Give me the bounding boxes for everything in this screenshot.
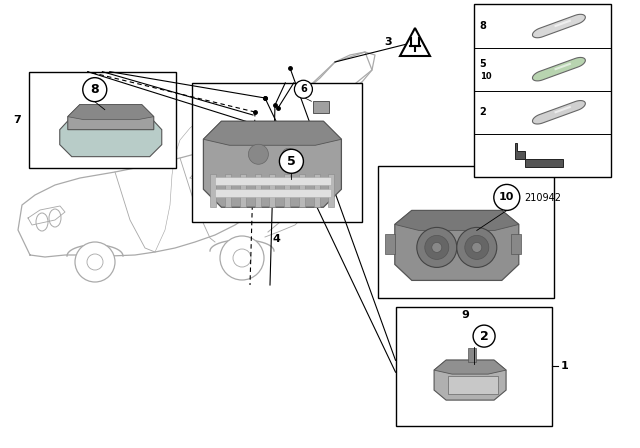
Polygon shape	[532, 14, 586, 38]
Bar	[29, 72, 176, 168]
Polygon shape	[400, 28, 430, 56]
Bar	[192, 83, 362, 222]
Polygon shape	[299, 174, 305, 207]
Text: 2: 2	[480, 330, 488, 343]
Circle shape	[83, 78, 107, 102]
Bar	[385, 234, 395, 254]
Circle shape	[280, 149, 303, 173]
Circle shape	[220, 236, 264, 280]
Polygon shape	[328, 174, 335, 207]
Polygon shape	[225, 174, 231, 207]
Ellipse shape	[36, 213, 48, 231]
Bar	[314, 101, 330, 113]
Text: 8: 8	[90, 83, 99, 96]
Text: 8: 8	[479, 21, 486, 31]
Polygon shape	[60, 116, 162, 157]
Polygon shape	[434, 360, 506, 374]
Bar	[396, 307, 552, 426]
Circle shape	[248, 144, 268, 164]
Text: 210942: 210942	[524, 193, 561, 203]
Ellipse shape	[49, 209, 61, 227]
Circle shape	[432, 242, 442, 252]
Text: 5: 5	[479, 59, 486, 69]
Bar	[448, 376, 498, 394]
Polygon shape	[434, 360, 506, 400]
Polygon shape	[68, 105, 154, 120]
Text: 3: 3	[385, 37, 392, 47]
Circle shape	[473, 325, 495, 347]
Polygon shape	[395, 211, 519, 230]
Text: 2: 2	[479, 107, 486, 117]
Circle shape	[425, 235, 449, 259]
Polygon shape	[240, 174, 246, 207]
Text: 10: 10	[499, 192, 515, 202]
Polygon shape	[314, 174, 319, 207]
Polygon shape	[532, 100, 586, 124]
Polygon shape	[269, 174, 275, 207]
Circle shape	[465, 235, 489, 259]
Circle shape	[417, 228, 457, 267]
Text: 6: 6	[300, 84, 307, 94]
Text: 10: 10	[479, 72, 492, 81]
Circle shape	[87, 254, 103, 270]
Text: 7: 7	[13, 115, 20, 125]
Polygon shape	[211, 174, 216, 207]
Polygon shape	[255, 174, 260, 207]
Text: 5: 5	[287, 155, 296, 168]
Polygon shape	[204, 121, 341, 145]
Circle shape	[457, 228, 497, 267]
Circle shape	[282, 148, 294, 160]
Bar	[474, 4, 611, 177]
Circle shape	[494, 185, 520, 211]
Bar	[216, 177, 332, 185]
Circle shape	[472, 242, 482, 252]
Polygon shape	[284, 174, 290, 207]
Bar	[216, 189, 332, 197]
Circle shape	[233, 249, 251, 267]
Bar	[468, 348, 476, 362]
Text: 4: 4	[273, 234, 281, 244]
Bar	[378, 166, 554, 298]
Text: 1: 1	[561, 361, 568, 371]
Text: 9: 9	[461, 310, 470, 320]
Circle shape	[294, 80, 312, 98]
Polygon shape	[532, 57, 586, 81]
Bar	[511, 234, 521, 254]
Polygon shape	[515, 143, 563, 168]
Polygon shape	[204, 121, 341, 207]
Circle shape	[75, 242, 115, 282]
Polygon shape	[395, 211, 519, 280]
Polygon shape	[68, 105, 154, 129]
